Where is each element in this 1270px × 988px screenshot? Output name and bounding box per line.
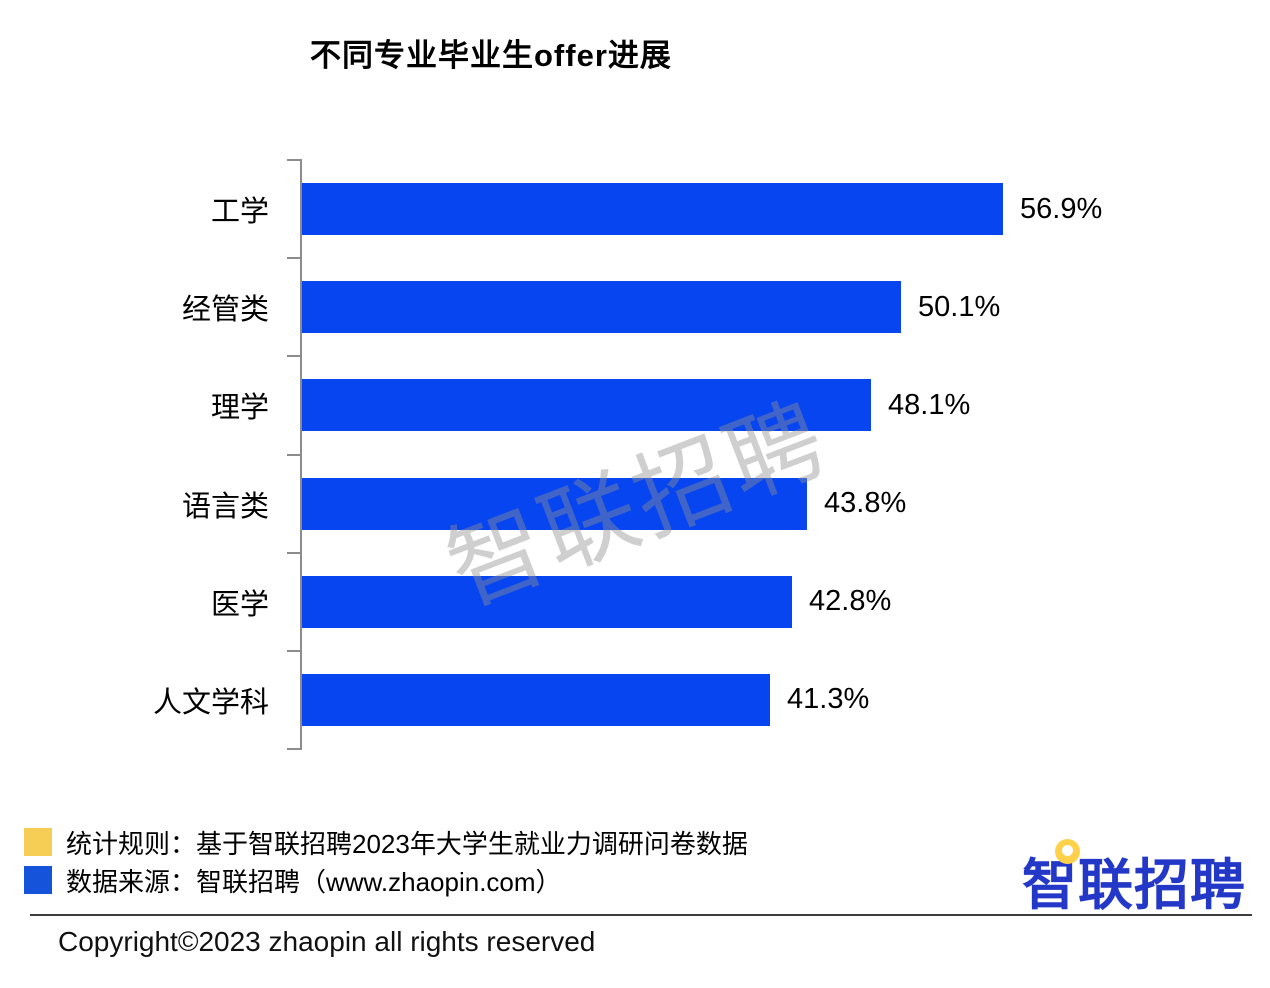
category-label: 人文学科 <box>152 686 269 719</box>
bar-row: 语言类 43.8% <box>0 454 1270 552</box>
axis-tick <box>287 454 301 456</box>
bar-row: 医学 42.8% <box>0 553 1270 651</box>
zhaopin-logo-text: 智联招聘 <box>1022 854 1247 916</box>
axis-tick <box>287 748 301 750</box>
bar <box>302 379 871 432</box>
category-label: 理学 <box>210 392 269 425</box>
category-label: 医学 <box>210 588 269 621</box>
bar-zone: 41.3% <box>285 651 1270 749</box>
bar <box>302 183 1003 236</box>
bar-zone: 43.8% <box>285 454 1270 552</box>
legend-item-stat-rule: 统计规则：基于智联招聘2023年大学生就业力调研问卷数据 <box>24 826 748 859</box>
legend-label: 数据来源：智联招聘（www.zhaopin.com） <box>66 866 562 897</box>
legend-item-data-source: 数据来源：智联招聘（www.zhaopin.com） <box>24 864 562 897</box>
legend-label: 统计规则：基于智联招聘2023年大学生就业力调研问卷数据 <box>66 828 748 859</box>
axis-tick <box>287 159 301 161</box>
bar <box>302 477 807 530</box>
bar-row: 工学 56.9% <box>0 160 1270 258</box>
footer-divider <box>30 914 1252 916</box>
legend-swatch-blue <box>24 866 52 894</box>
category-label: 工学 <box>210 196 269 229</box>
chart-title: 不同专业毕业生offer进展 <box>310 38 672 73</box>
category-label: 经管类 <box>181 294 269 327</box>
bar-row: 理学 48.1% <box>0 356 1270 454</box>
value-label: 43.8% <box>824 487 907 520</box>
axis-tick <box>287 355 301 357</box>
bar-zone: 50.1% <box>285 258 1270 356</box>
y-axis-line <box>300 159 302 750</box>
bar-row: 人文学科 41.3% <box>0 651 1270 749</box>
axis-tick <box>287 257 301 259</box>
bar-zone: 42.8% <box>285 553 1270 651</box>
zhaopin-logo: 智联招聘 <box>1022 839 1246 916</box>
value-label: 48.1% <box>888 388 971 421</box>
copyright-text: Copyright©2023 zhaopin all rights reserv… <box>58 926 596 957</box>
bar <box>302 575 792 628</box>
value-label: 41.3% <box>787 683 870 716</box>
value-label: 50.1% <box>918 290 1001 323</box>
axis-tick <box>287 650 301 652</box>
legend-swatch-yellow <box>24 828 52 856</box>
pin-dot <box>1062 845 1073 856</box>
bar-zone: 48.1% <box>285 356 1270 454</box>
bar-zone: 56.9% <box>285 160 1270 258</box>
bar-row: 经管类 50.1% <box>0 258 1270 356</box>
bar <box>302 673 770 726</box>
category-label: 语言类 <box>181 490 269 523</box>
bar <box>302 281 901 334</box>
location-pin-icon <box>1055 839 1080 864</box>
value-label: 42.8% <box>809 585 892 618</box>
value-label: 56.9% <box>1020 192 1103 225</box>
axis-tick <box>287 552 301 554</box>
bar-rows: 工学 56.9% 经管类 50.1% 理学 48.1% 语言类 43.8% 医学 42.8% 人文学… <box>0 160 1270 749</box>
